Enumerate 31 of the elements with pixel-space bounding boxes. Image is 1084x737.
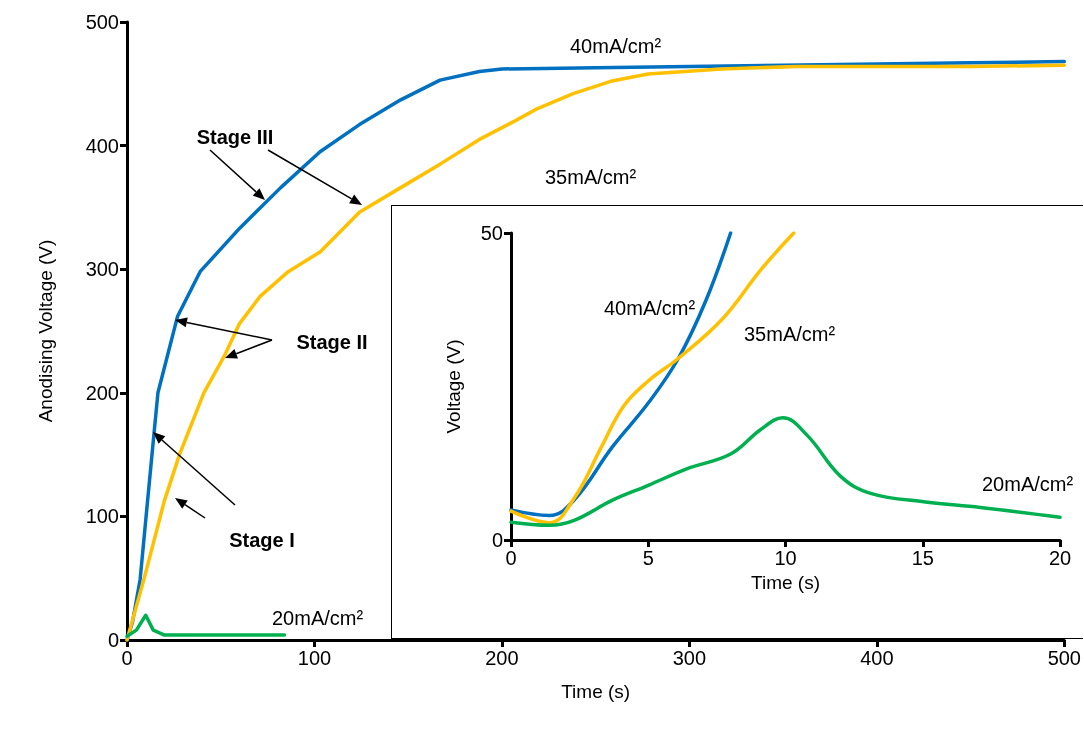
y-tick-label: 500 [85,11,119,33]
y-tick-label: 400 [85,134,119,157]
line-series [509,231,733,518]
series-label: 40mA/cm² [604,297,696,319]
y-tick-label: 300 [85,258,119,281]
y-axis-title: Anodising Voltage (V) [35,239,56,423]
y-tick-label: 200 [85,381,119,404]
x-tick-label: 15 [911,547,934,569]
x-axis-title: Time (s) [751,571,820,593]
x-tick-label: 0 [505,547,517,569]
y-axis-title: Voltage (V) [443,339,464,434]
y-tick-label: 50 [480,222,503,244]
series-label: 40mA/cm² [570,35,662,57]
annotation: Stage I [229,529,295,551]
x-tick-label: 500 [1047,647,1081,669]
series-label: 20mA/cm² [982,473,1074,495]
x-tick-label: 100 [297,647,332,669]
series-label: 35mA/cm² [744,323,836,345]
x-tick-label: 0 [121,647,133,669]
series-label: 20mA/cm² [272,607,364,629]
x-tick-label: 20 [1048,547,1072,569]
x-tick-label: 400 [860,647,894,669]
y-tick-label: 0 [107,629,119,651]
x-axis-title: Time (s) [561,681,631,702]
x-tick-label: 5 [642,547,654,569]
annotation: Stage II [296,331,368,353]
text: 35mA/cm² [545,166,637,188]
y-tick-label: 100 [85,505,119,528]
x-tick-label: 10 [774,547,797,569]
x-tick-label: 300 [672,647,707,669]
annotation: Stage III [196,126,274,148]
